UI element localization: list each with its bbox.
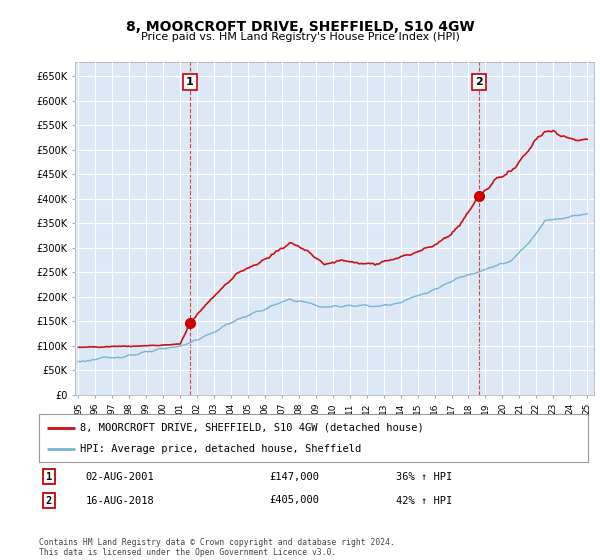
Text: 2: 2 bbox=[46, 496, 52, 506]
Text: HPI: Average price, detached house, Sheffield: HPI: Average price, detached house, Shef… bbox=[80, 444, 361, 454]
Text: 42% ↑ HPI: 42% ↑ HPI bbox=[396, 496, 452, 506]
Text: 36% ↑ HPI: 36% ↑ HPI bbox=[396, 472, 452, 482]
Text: £405,000: £405,000 bbox=[269, 496, 320, 506]
Text: 8, MOORCROFT DRIVE, SHEFFIELD, S10 4GW: 8, MOORCROFT DRIVE, SHEFFIELD, S10 4GW bbox=[125, 20, 475, 34]
Text: 02-AUG-2001: 02-AUG-2001 bbox=[86, 472, 154, 482]
Text: 8, MOORCROFT DRIVE, SHEFFIELD, S10 4GW (detached house): 8, MOORCROFT DRIVE, SHEFFIELD, S10 4GW (… bbox=[80, 423, 424, 433]
Text: 2: 2 bbox=[475, 77, 483, 87]
Text: 1: 1 bbox=[46, 472, 52, 482]
Text: £147,000: £147,000 bbox=[269, 472, 320, 482]
Text: 16-AUG-2018: 16-AUG-2018 bbox=[86, 496, 154, 506]
Text: 1: 1 bbox=[186, 77, 194, 87]
Text: Price paid vs. HM Land Registry's House Price Index (HPI): Price paid vs. HM Land Registry's House … bbox=[140, 32, 460, 43]
Text: Contains HM Land Registry data © Crown copyright and database right 2024.
This d: Contains HM Land Registry data © Crown c… bbox=[39, 538, 395, 557]
